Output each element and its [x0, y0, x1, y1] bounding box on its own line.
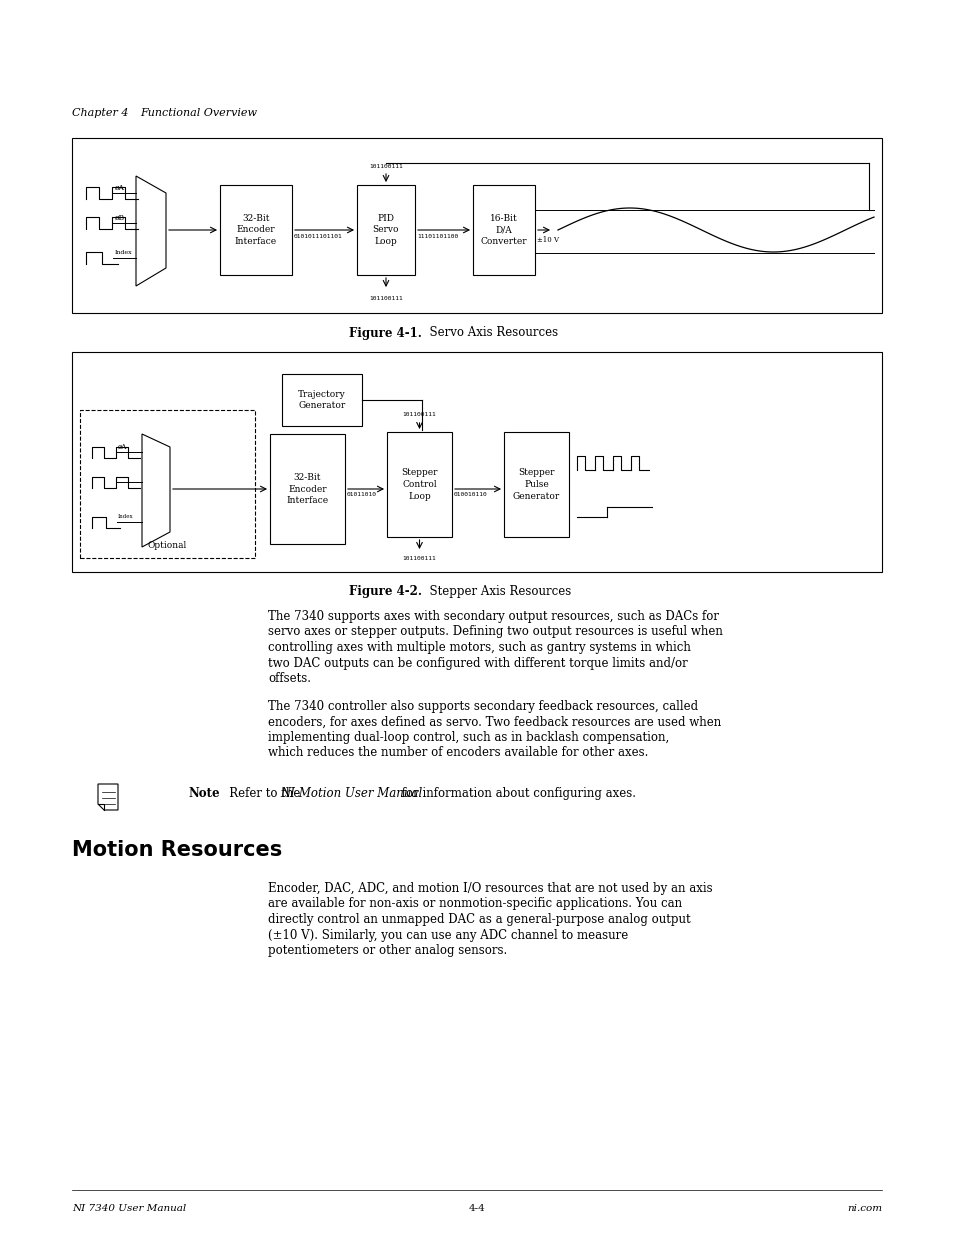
Text: Trajectory
Generator: Trajectory Generator: [297, 389, 346, 410]
Text: (±10 V). Similarly, you can use any ADC channel to measure: (±10 V). Similarly, you can use any ADC …: [268, 929, 628, 941]
Text: Encoder, DAC, ADC, and motion I/O resources that are not used by an axis: Encoder, DAC, ADC, and motion I/O resour…: [268, 882, 712, 895]
Text: ±10 V: ±10 V: [537, 236, 558, 245]
Text: potentiometers or other analog sensors.: potentiometers or other analog sensors.: [268, 944, 507, 957]
Text: 01011010: 01011010: [347, 493, 376, 498]
Text: NI-Motion User Manual: NI-Motion User Manual: [280, 787, 422, 800]
Text: øA: øA: [115, 184, 125, 191]
Text: directly control an unmapped DAC as a general-purpose analog output: directly control an unmapped DAC as a ge…: [268, 913, 690, 926]
Bar: [473, 185, 535, 275]
Text: 16-Bit
D/A
Converter: 16-Bit D/A Converter: [480, 214, 527, 246]
Text: Functional Overview: Functional Overview: [140, 107, 256, 119]
Text: 32-Bit
Encoder
Interface: 32-Bit Encoder Interface: [234, 214, 276, 246]
Text: The 7340 supports axes with secondary output resources, such as DACs for: The 7340 supports axes with secondary ou…: [268, 610, 719, 622]
Text: 0101011101101: 0101011101101: [294, 233, 342, 238]
Text: Index: Index: [115, 251, 132, 256]
Bar: [270, 433, 345, 543]
Text: Stepper
Pulse
Generator: Stepper Pulse Generator: [513, 468, 559, 501]
Text: Optional: Optional: [148, 541, 187, 551]
Text: The 7340 controller also supports secondary feedback resources, called: The 7340 controller also supports second…: [268, 700, 698, 713]
Text: 010010110: 010010110: [454, 493, 487, 498]
Text: controlling axes with multiple motors, such as gantry systems in which: controlling axes with multiple motors, s…: [268, 641, 690, 655]
Text: two DAC outputs can be configured with different torque limits and/or: two DAC outputs can be configured with d…: [268, 657, 687, 669]
Text: Note: Note: [188, 787, 219, 800]
Text: servo axes or stepper outputs. Defining two output resources is useful when: servo axes or stepper outputs. Defining …: [268, 625, 722, 638]
Text: Stepper Axis Resources: Stepper Axis Resources: [421, 585, 571, 599]
Text: are available for non-axis or nonmotion-specific applications. You can: are available for non-axis or nonmotion-…: [268, 898, 681, 910]
Bar: [503, 432, 568, 537]
Text: 32-Bit
Encoder
Interface: 32-Bit Encoder Interface: [286, 473, 328, 505]
Text: encoders, for axes defined as servo. Two feedback resources are used when: encoders, for axes defined as servo. Two…: [268, 715, 720, 729]
Text: which reduces the number of encoders available for other axes.: which reduces the number of encoders ava…: [268, 746, 648, 760]
Bar: [71, 138, 882, 312]
Text: 4-4: 4-4: [468, 1204, 485, 1213]
Text: 101100111: 101100111: [402, 411, 436, 416]
Text: Servo Axis Resources: Servo Axis Resources: [421, 326, 558, 340]
Text: 11101101100: 11101101100: [416, 233, 457, 238]
Text: Figure 4-1.: Figure 4-1.: [349, 326, 421, 340]
Text: Stepper
Control
Loop: Stepper Control Loop: [401, 468, 437, 501]
Text: offsets.: offsets.: [268, 672, 311, 685]
Text: implementing dual-loop control, such as in backlash compensation,: implementing dual-loop control, such as …: [268, 731, 669, 743]
Text: Refer to the: Refer to the: [218, 787, 304, 800]
Text: 101100111: 101100111: [369, 163, 402, 168]
Text: PID
Servo
Loop: PID Servo Loop: [373, 214, 399, 246]
Text: 101100111: 101100111: [402, 557, 436, 562]
Text: ni.com: ni.com: [846, 1204, 882, 1213]
Bar: [80, 410, 254, 558]
Text: øA: øA: [118, 443, 127, 451]
Text: 101100111: 101100111: [369, 295, 402, 300]
Bar: [387, 432, 452, 537]
Text: Figure 4-2.: Figure 4-2.: [349, 585, 421, 599]
Text: NI 7340 User Manual: NI 7340 User Manual: [71, 1204, 186, 1213]
Text: Chapter 4: Chapter 4: [71, 107, 129, 119]
Text: Motion Resources: Motion Resources: [71, 840, 282, 860]
Bar: [71, 352, 882, 572]
Text: øB: øB: [115, 214, 125, 222]
Bar: [356, 185, 415, 275]
Text: for information about configuring axes.: for information about configuring axes.: [397, 787, 636, 800]
Text: Index: Index: [118, 515, 133, 520]
Bar: [220, 185, 292, 275]
Bar: [282, 374, 361, 426]
